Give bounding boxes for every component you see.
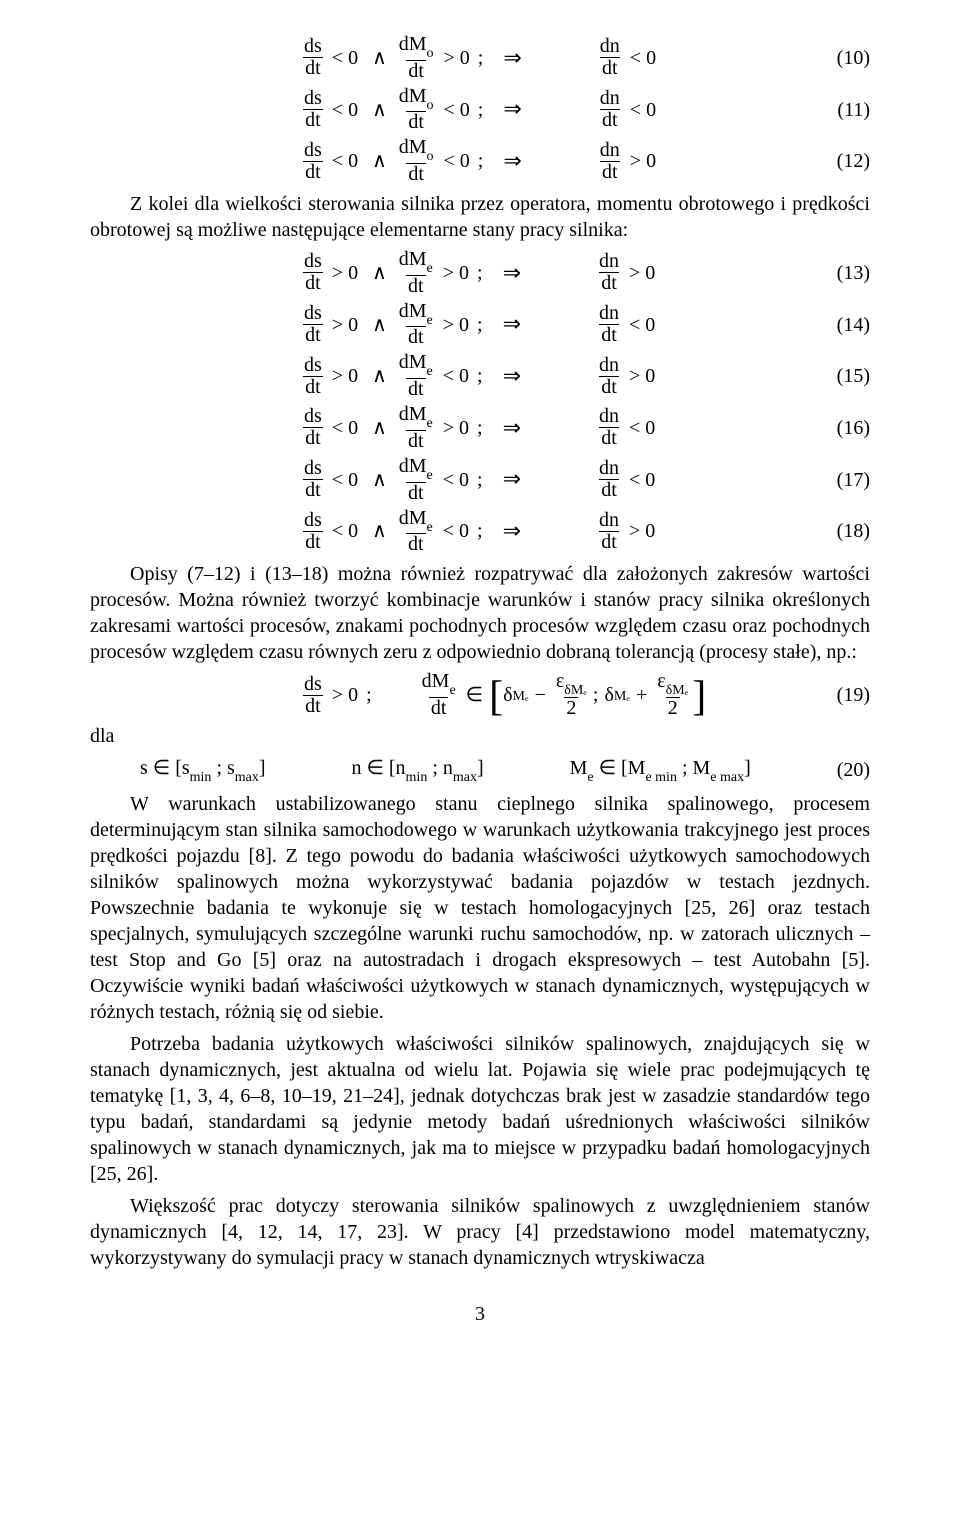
equation-number: (14) <box>837 312 870 338</box>
eq19-mid-num: dM <box>422 670 450 692</box>
eq19-mid-den: dt <box>429 697 449 719</box>
eq19-delta2: δ <box>604 682 613 708</box>
equation-row: dsdt< 0∧dModt< 0;⇒dndt> 0(12) <box>90 137 870 185</box>
equation-number: (18) <box>837 518 870 544</box>
dla-label: dla <box>90 723 870 749</box>
eq19-lhs-rel: > 0 <box>332 682 358 708</box>
equation-number: (15) <box>837 363 870 389</box>
equation-number: (10) <box>837 45 870 71</box>
paragraph-d: Potrzeba badania użytkowych właściwości … <box>90 1031 870 1187</box>
intro-text-b: Z kolei dla wielkości sterowania silnika… <box>90 191 870 243</box>
equation-number: (13) <box>837 260 870 286</box>
equation-row: dsdt> 0∧dMedt< 0;⇒dndt> 0(15) <box>90 352 870 400</box>
equation-number: (17) <box>837 467 870 493</box>
paragraph-c: W warunkach ustabilizowanego stanu ciepl… <box>90 791 870 1025</box>
equation-20: s ∈ [smin ; smax] n ∈ [nmin ; nmax] Me ∈… <box>90 755 870 785</box>
eq19-number: (19) <box>837 682 870 708</box>
page-number: 3 <box>90 1301 870 1327</box>
equation-row: dsdt< 0∧dModt< 0;⇒dndt< 0(11) <box>90 86 870 134</box>
equation-number: (16) <box>837 415 870 441</box>
paragraph-e: Większość prac dotyczy sterowania silnik… <box>90 1193 870 1271</box>
equation-row: dsdt> 0∧dMedt> 0;⇒dndt< 0(14) <box>90 301 870 349</box>
eq19-mid-sub: e <box>449 683 455 698</box>
equation-number: (11) <box>837 97 870 123</box>
equation-row: dsdt> 0∧dMedt> 0;⇒dndt> 0(13) <box>90 249 870 297</box>
equation-number: (12) <box>837 148 870 174</box>
equation-row: dsdt< 0∧dModt> 0;⇒dndt< 0(10) <box>90 34 870 82</box>
para-after-b: Opisy (7–12) i (13–18) można również roz… <box>90 561 870 665</box>
eq19-in: ∈ <box>466 682 483 708</box>
equation-19: ds dt > 0 ; dMe dt ∈ [ δMₑ − εδMₑ 2 ; δM… <box>90 671 870 719</box>
equation-row: dsdt< 0∧dMedt> 0;⇒dndt< 0(16) <box>90 404 870 452</box>
eq20-number: (20) <box>837 757 870 783</box>
equation-row: dsdt< 0∧dMedt< 0;⇒dndt< 0(17) <box>90 456 870 504</box>
eq19-lhs-num: ds <box>302 674 324 695</box>
equation-row: dsdt< 0∧dMedt< 0;⇒dndt> 0(18) <box>90 508 870 556</box>
eq19-lhs-den: dt <box>303 695 323 717</box>
eq19-delta1: δ <box>503 682 512 708</box>
